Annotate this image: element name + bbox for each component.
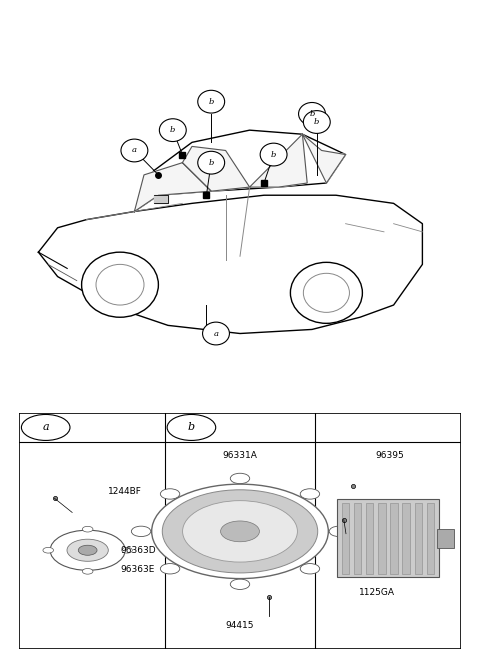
Circle shape	[221, 521, 259, 542]
Circle shape	[152, 484, 328, 579]
Text: b: b	[170, 126, 176, 134]
Text: b: b	[208, 98, 214, 106]
Circle shape	[22, 415, 70, 440]
FancyBboxPatch shape	[415, 503, 422, 574]
Text: a: a	[42, 422, 49, 432]
Text: b: b	[208, 159, 214, 167]
Circle shape	[299, 102, 325, 125]
Circle shape	[303, 274, 349, 312]
Circle shape	[203, 322, 229, 345]
Circle shape	[182, 501, 298, 562]
Text: b: b	[314, 118, 320, 126]
FancyBboxPatch shape	[366, 503, 373, 574]
Circle shape	[132, 526, 151, 537]
Circle shape	[43, 547, 54, 553]
Circle shape	[162, 490, 318, 573]
FancyBboxPatch shape	[342, 503, 349, 574]
FancyBboxPatch shape	[378, 503, 385, 574]
FancyBboxPatch shape	[402, 503, 410, 574]
Circle shape	[83, 569, 93, 574]
Text: 96363D: 96363D	[121, 546, 156, 555]
Circle shape	[160, 564, 180, 574]
Text: a: a	[132, 146, 137, 154]
Polygon shape	[302, 134, 346, 183]
Text: 96331A: 96331A	[223, 451, 257, 461]
FancyBboxPatch shape	[19, 413, 461, 649]
FancyBboxPatch shape	[337, 499, 439, 577]
Polygon shape	[134, 163, 211, 211]
Text: b: b	[309, 110, 315, 118]
FancyBboxPatch shape	[436, 529, 454, 548]
Circle shape	[230, 473, 250, 483]
Text: 1125GA: 1125GA	[359, 588, 395, 597]
Circle shape	[121, 139, 148, 162]
Circle shape	[260, 143, 287, 166]
Circle shape	[83, 526, 93, 532]
Circle shape	[300, 564, 320, 574]
Circle shape	[82, 252, 158, 318]
Circle shape	[329, 526, 348, 537]
Circle shape	[290, 262, 362, 323]
Polygon shape	[182, 146, 250, 191]
Circle shape	[96, 264, 144, 305]
Circle shape	[78, 545, 97, 555]
Text: b: b	[188, 422, 195, 432]
Polygon shape	[134, 130, 346, 211]
FancyBboxPatch shape	[427, 503, 434, 574]
Polygon shape	[250, 134, 307, 187]
Text: 96395: 96395	[376, 451, 405, 461]
Text: a: a	[214, 329, 218, 337]
Circle shape	[198, 91, 225, 113]
Circle shape	[122, 547, 132, 553]
FancyBboxPatch shape	[390, 503, 398, 574]
Circle shape	[198, 152, 225, 174]
Text: b: b	[271, 151, 276, 159]
FancyBboxPatch shape	[354, 503, 361, 574]
Circle shape	[50, 530, 125, 570]
Polygon shape	[38, 195, 422, 333]
Text: 1244BF: 1244BF	[108, 487, 142, 496]
Text: 94415: 94415	[226, 621, 254, 630]
Text: 96363E: 96363E	[121, 565, 155, 573]
Circle shape	[167, 415, 216, 440]
Circle shape	[300, 489, 320, 499]
Polygon shape	[154, 195, 168, 203]
Circle shape	[67, 539, 108, 562]
Circle shape	[230, 579, 250, 590]
Circle shape	[303, 111, 330, 133]
Circle shape	[159, 119, 186, 142]
Circle shape	[160, 489, 180, 499]
